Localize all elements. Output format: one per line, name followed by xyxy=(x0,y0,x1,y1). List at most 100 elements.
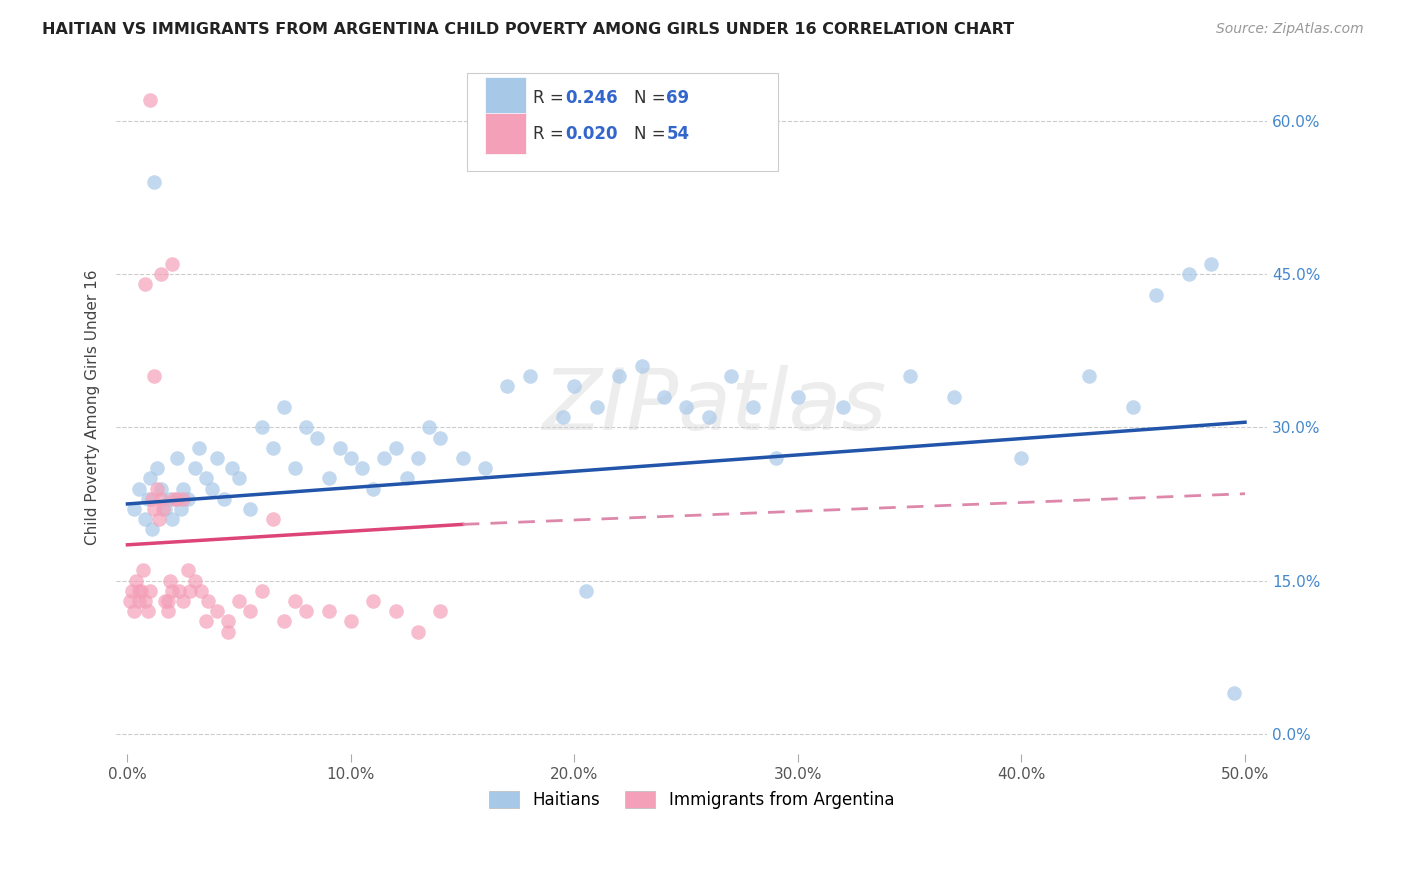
Point xyxy=(585,400,607,414)
Point xyxy=(179,583,201,598)
Point xyxy=(675,400,697,414)
Text: Source: ZipAtlas.com: Source: ZipAtlas.com xyxy=(1216,22,1364,37)
FancyBboxPatch shape xyxy=(467,73,778,170)
FancyBboxPatch shape xyxy=(485,113,526,154)
Point xyxy=(128,594,150,608)
Point xyxy=(519,369,541,384)
Point xyxy=(159,491,181,506)
Point xyxy=(172,594,194,608)
Point xyxy=(132,563,155,577)
Point xyxy=(160,583,183,598)
Point xyxy=(145,461,167,475)
Point xyxy=(197,594,219,608)
Point xyxy=(363,482,385,496)
Point xyxy=(149,491,172,506)
Point xyxy=(125,574,148,588)
Point xyxy=(295,604,318,618)
Point xyxy=(152,502,174,516)
Point xyxy=(1178,267,1201,281)
Point xyxy=(194,471,217,485)
Point xyxy=(1077,369,1099,384)
Point xyxy=(720,369,742,384)
Point xyxy=(352,461,374,475)
Point xyxy=(607,369,630,384)
Point xyxy=(250,583,273,598)
Point xyxy=(1122,400,1144,414)
Text: R =: R = xyxy=(533,89,569,107)
Point xyxy=(167,583,190,598)
Point xyxy=(273,400,295,414)
Point xyxy=(148,512,170,526)
Point xyxy=(166,491,188,506)
Point xyxy=(128,583,150,598)
Point xyxy=(122,604,145,618)
Point xyxy=(143,369,166,384)
Text: 54: 54 xyxy=(666,125,689,143)
FancyBboxPatch shape xyxy=(485,78,526,119)
Point xyxy=(212,491,235,506)
Point xyxy=(139,471,162,485)
Point xyxy=(340,615,363,629)
Point xyxy=(429,604,451,618)
Y-axis label: Child Poverty Among Girls Under 16: Child Poverty Among Girls Under 16 xyxy=(86,269,100,545)
Point xyxy=(262,441,284,455)
Point xyxy=(1144,287,1167,301)
Point xyxy=(141,523,163,537)
Point xyxy=(697,410,720,425)
Point xyxy=(205,604,228,618)
Point xyxy=(190,583,212,598)
Point xyxy=(284,461,307,475)
Point xyxy=(262,512,284,526)
Point xyxy=(136,491,159,506)
Point xyxy=(188,441,211,455)
Point xyxy=(406,450,429,465)
Point xyxy=(156,604,179,618)
Point xyxy=(340,450,363,465)
Text: 69: 69 xyxy=(666,89,689,107)
Point xyxy=(156,594,179,608)
Point xyxy=(139,94,162,108)
Point xyxy=(134,512,156,526)
Point xyxy=(172,491,194,506)
Point xyxy=(177,563,200,577)
Point xyxy=(395,471,418,485)
Point xyxy=(295,420,318,434)
Point xyxy=(194,615,217,629)
Point xyxy=(122,502,145,516)
Point xyxy=(373,450,395,465)
Point xyxy=(384,604,406,618)
Point xyxy=(121,583,143,598)
Text: N =: N = xyxy=(634,89,671,107)
Point xyxy=(129,583,152,598)
Point xyxy=(307,431,329,445)
Point xyxy=(228,594,250,608)
Point xyxy=(139,583,162,598)
Point xyxy=(250,420,273,434)
Text: R =: R = xyxy=(533,125,569,143)
Point xyxy=(765,450,787,465)
Text: HAITIAN VS IMMIGRANTS FROM ARGENTINA CHILD POVERTY AMONG GIRLS UNDER 16 CORRELAT: HAITIAN VS IMMIGRANTS FROM ARGENTINA CHI… xyxy=(42,22,1014,37)
Point xyxy=(1201,257,1223,271)
Point xyxy=(228,471,250,485)
Point xyxy=(143,502,166,516)
Point xyxy=(418,420,440,434)
Legend: Haitians, Immigrants from Argentina: Haitians, Immigrants from Argentina xyxy=(482,784,901,815)
Text: N =: N = xyxy=(634,125,671,143)
Point xyxy=(898,369,921,384)
Point xyxy=(406,624,429,639)
Point xyxy=(149,482,172,496)
Point xyxy=(141,491,163,506)
Point xyxy=(160,257,183,271)
Point xyxy=(451,450,474,465)
Point xyxy=(273,615,295,629)
Point xyxy=(474,461,496,475)
Point xyxy=(201,482,224,496)
Text: 0.246: 0.246 xyxy=(565,89,617,107)
Point xyxy=(553,410,575,425)
Point xyxy=(217,624,239,639)
Point xyxy=(831,400,853,414)
Point xyxy=(205,450,228,465)
Point xyxy=(149,267,172,281)
Point xyxy=(172,482,194,496)
Point xyxy=(284,594,307,608)
